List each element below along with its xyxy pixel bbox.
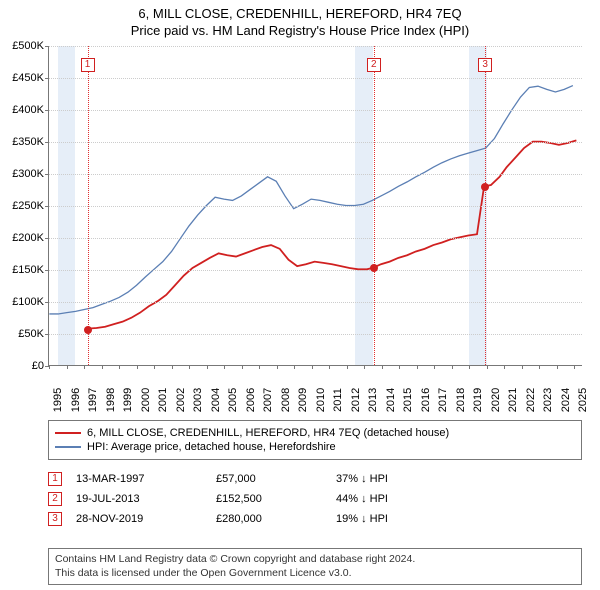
x-tick-label: 2002 [175,388,187,412]
x-tick-label: 2005 [227,388,239,412]
event-date: 13-MAR-1997 [76,473,216,485]
event-vline [374,46,375,365]
gridline [49,174,582,175]
event-vline [88,46,89,365]
event-price: £280,000 [216,513,336,525]
sale-point [370,264,378,272]
y-tick-label: £450K [12,72,44,84]
gridline [49,270,582,271]
event-price: £152,500 [216,493,336,505]
gridline [49,206,582,207]
event-diff: 37% ↓ HPI [336,473,582,485]
x-tick-label: 2003 [192,388,204,412]
footer-line: Contains HM Land Registry data © Crown c… [55,553,575,567]
x-tick-label: 2004 [210,388,222,412]
y-tick-label: £500K [12,40,44,52]
y-tick-label: £300K [12,168,44,180]
x-tick-label: 2011 [332,388,344,412]
x-tick-label: 2014 [385,388,397,412]
event-id-box: 2 [48,492,62,506]
events-table: 1 13-MAR-1997£57,00037% ↓ HPI 2 19-JUL-2013… [48,466,582,532]
event-id-box: 1 [48,472,62,486]
event-diff: 19% ↓ HPI [336,513,582,525]
x-tick-label: 2022 [525,388,537,412]
event-row: 2 19-JUL-2013£152,50044% ↓ HPI [48,492,582,506]
event-marker: 2 [367,58,381,72]
event-row: 3 28-NOV-2019£280,00019% ↓ HPI [48,512,582,526]
event-marker: 3 [478,58,492,72]
x-tick-label: 1999 [122,388,134,412]
y-tick-label: £250K [12,200,44,212]
plot-area: 1 2 3 [48,46,582,366]
event-price: £57,000 [216,473,336,485]
chart: £0 £50K £100K £150K £200K £250K £300K £350K £400… [0,46,600,416]
y-tick-label: £200K [12,232,44,244]
event-diff: 44% ↓ HPI [336,493,582,505]
y-tick-label: £150K [12,264,44,276]
gridline [49,78,582,79]
series-line [88,140,577,328]
gridline [49,46,582,47]
legend-label: HPI: Average price, detached house, Here… [87,441,336,453]
gridline [49,302,582,303]
x-tick-label: 2017 [437,388,449,412]
y-tick-label: £0 [32,360,44,372]
x-tick-label: 2025 [577,388,589,412]
legend-item: 6, MILL CLOSE, CREDENHILL, HEREFORD, HR4… [55,427,575,439]
x-tick-label: 2010 [315,388,327,412]
legend-item: HPI: Average price, detached house, Here… [55,441,575,453]
event-date: 19-JUL-2013 [76,493,216,505]
sale-point [84,326,92,334]
legend-label: 6, MILL CLOSE, CREDENHILL, HEREFORD, HR4… [87,427,449,439]
y-axis-labels: £0£50K£100K£150K£200K£250K£300K£350K£400… [0,46,46,366]
event-vline [485,46,486,365]
x-tick-label: 2000 [140,388,152,412]
x-tick-label: 1998 [105,388,117,412]
y-tick-label: £350K [12,136,44,148]
x-tick-label: 2006 [245,388,257,412]
x-tick-label: 1997 [87,388,99,412]
page-subtitle: Price paid vs. HM Land Registry's House … [0,21,600,38]
x-tick-label: 2019 [472,388,484,412]
x-tick-label: 2024 [560,388,572,412]
x-tick-label: 2012 [350,388,362,412]
x-axis-labels: 1995 1996 1997 1998 1999 2000 2001 2002 2003 2004… [48,368,582,414]
x-tick-label: 2008 [280,388,292,412]
gridline [49,334,582,335]
x-tick-label: 2020 [490,388,502,412]
gridline [49,110,582,111]
y-tick-label: £400K [12,104,44,116]
x-tick-label: 2009 [297,388,309,412]
x-tick-label: 2018 [455,388,467,412]
footer: Contains HM Land Registry data © Crown c… [48,548,582,585]
x-tick-label: 2015 [402,388,414,412]
legend-swatch [55,432,81,434]
sale-point [481,183,489,191]
legend: 6, MILL CLOSE, CREDENHILL, HEREFORD, HR4… [48,420,582,460]
y-tick-label: £100K [12,296,44,308]
footer-line: This data is licensed under the Open Gov… [55,567,575,581]
x-tick-label: 2023 [542,388,554,412]
event-marker: 1 [81,58,95,72]
x-tick-label: 1996 [70,388,82,412]
event-id-box: 3 [48,512,62,526]
x-tick-label: 2021 [507,388,519,412]
series-line [49,86,573,314]
gridline [49,238,582,239]
gridline [49,142,582,143]
x-tick-label: 2001 [157,388,169,412]
x-tick-label: 1995 [52,388,64,412]
legend-swatch [55,446,81,448]
event-date: 28-NOV-2019 [76,513,216,525]
page-title: 6, MILL CLOSE, CREDENHILL, HEREFORD, HR4… [0,0,600,21]
x-tick-label: 2016 [420,388,432,412]
y-tick-label: £50K [18,328,44,340]
event-row: 1 13-MAR-1997£57,00037% ↓ HPI [48,472,582,486]
x-tick-label: 2013 [367,388,379,412]
x-tick-label: 2007 [262,388,274,412]
